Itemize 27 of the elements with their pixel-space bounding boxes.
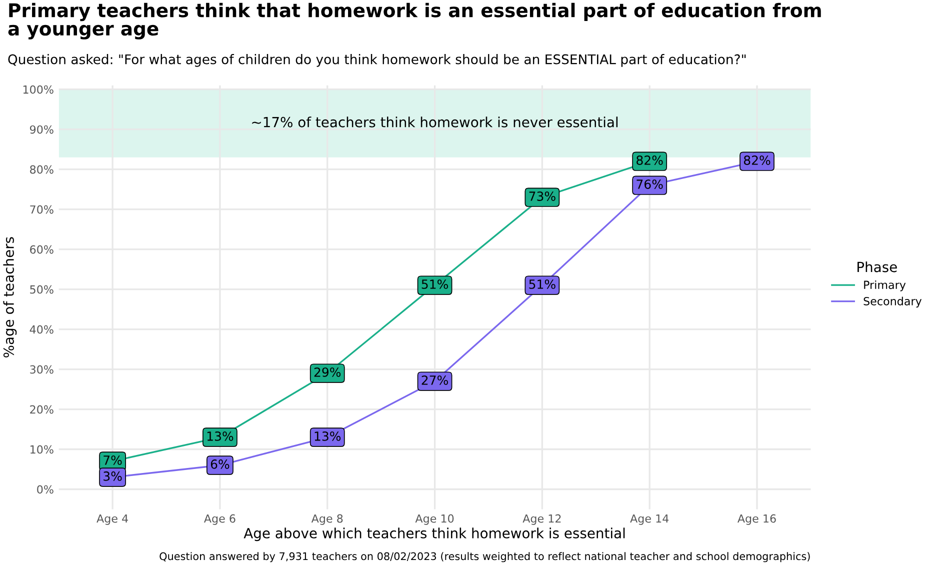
y-tick-label: 100% xyxy=(23,85,54,94)
x-tick-label: Age 4 xyxy=(96,514,128,525)
y-tick-label: 60% xyxy=(30,245,54,254)
x-tick-label: Age 12 xyxy=(522,514,561,525)
x-tick-label: Age 16 xyxy=(738,514,776,525)
band-label: ~17% of teachers think homework is never essential xyxy=(252,116,618,128)
y-tick-label: 30% xyxy=(30,365,54,374)
y-tick-label: 80% xyxy=(30,165,54,174)
y-axis-title: %age of teachers xyxy=(3,237,17,358)
x-axis-title: Age above which teachers think homework is essential xyxy=(244,528,625,542)
chart-subtitle: Question asked: "For what ages of children do you think homework should be an ESSENTIAL part of education?" xyxy=(8,54,746,67)
x-tick-label: Age 14 xyxy=(630,514,669,525)
y-tick-label: 10% xyxy=(30,445,54,454)
x-tick-label: Age 10 xyxy=(415,514,454,525)
y-tick-label: 50% xyxy=(30,285,54,294)
y-tick-label: 20% xyxy=(30,405,54,414)
legend-title: Phase xyxy=(858,261,897,272)
y-tick-label: 0% xyxy=(37,485,54,494)
legend-label: Primary xyxy=(864,280,906,292)
text: Question answered by 7,931 teachers on 08/02/2023 (results weighted to reflect national teacher and school demographics) xyxy=(160,552,810,562)
y-tick-label: 70% xyxy=(30,205,54,214)
x-tick-label: Age 6 xyxy=(204,514,236,525)
x-tick-label: Age 8 xyxy=(311,514,343,525)
legend-label: Secondary xyxy=(864,296,922,308)
chart-title: Primary teachers think that homework is an essential part of education from a younger age xyxy=(8,2,821,40)
y-tick-label: 40% xyxy=(30,325,54,334)
y-tick-label: 90% xyxy=(30,125,54,134)
